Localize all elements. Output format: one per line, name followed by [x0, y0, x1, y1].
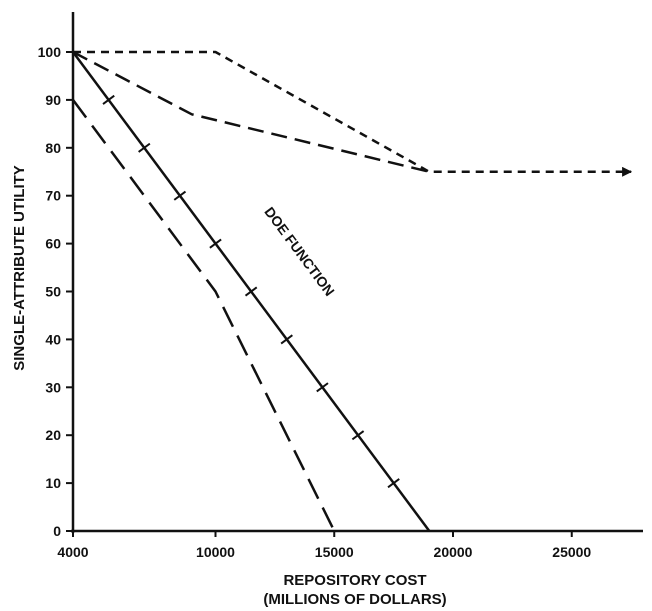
y-axis-title: SINGLE-ATTRIBUTE UTILITY: [11, 165, 28, 371]
short-dash-series-line: [73, 50, 633, 177]
doe-function-label: DOE FUNCTION: [261, 204, 337, 299]
ticks: 0 10 20 30 40 50 60 70 80 90 100 4000 10000 15000 2000…: [38, 44, 592, 560]
y-tick-label: 30: [45, 379, 61, 395]
x-tick-label: 4000: [57, 544, 88, 560]
crossmark: [173, 190, 187, 201]
y-tick-label: 70: [45, 188, 61, 204]
series-group: [71, 50, 633, 532]
x-tick-label: 20000: [434, 544, 473, 560]
y-tick-label: 0: [53, 523, 61, 539]
crossmark: [244, 286, 258, 297]
y-tick-label: 20: [45, 427, 61, 443]
y-tick-label: 80: [45, 140, 61, 156]
crossmark: [351, 430, 365, 441]
x-tick-label: 15000: [315, 544, 354, 560]
x-tick-label: 10000: [196, 544, 235, 560]
crossmark: [387, 478, 400, 489]
y-tick-label: 40: [45, 331, 61, 347]
y-tick-label: 90: [45, 92, 61, 108]
crossmark: [209, 238, 222, 249]
medium-dash-series-line: [72, 50, 430, 174]
y-tick-label: 50: [45, 284, 61, 300]
x-axis-title-units: (MILLIONS OF DOLLARS): [263, 591, 446, 608]
crossmark: [138, 142, 151, 153]
y-tick-label: 10: [45, 475, 61, 491]
x-axis-title: REPOSITORY COST: [283, 572, 426, 589]
x-tick-label: 25000: [552, 544, 591, 560]
y-tick-label: 60: [45, 236, 61, 252]
axes: [71, 12, 643, 533]
long-dash-series-line: [71, 99, 336, 532]
crossmark: [102, 94, 115, 105]
y-tick-label: 100: [38, 44, 62, 60]
crossmark: [280, 334, 293, 345]
crossmark: [316, 382, 329, 393]
